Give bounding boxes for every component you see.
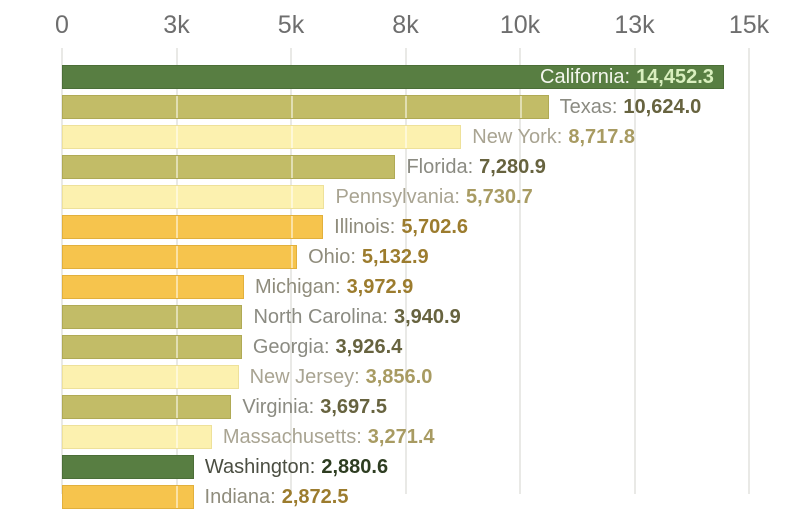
state-name-label: Washington: <box>204 456 316 478</box>
x-axis-tick-label: 5k <box>277 11 305 39</box>
gridline <box>175 48 178 494</box>
state-name-label: Virginia: <box>242 396 315 418</box>
gridline-overlay <box>405 126 407 148</box>
bar-chart: 0 3k 5k 8k 10k 13k 15k California: 14,452.3 Texa… <box>55 11 770 509</box>
gridline-overlay <box>290 96 293 118</box>
state-value-label: 3,697.5 <box>320 396 387 418</box>
bar-label-ohio: Ohio: 5,132.9 <box>308 245 429 269</box>
state-value-label: 5,702.6 <box>401 216 469 238</box>
gridline-overlay <box>290 186 293 208</box>
state-name-label: Michigan: <box>254 276 341 298</box>
state-name-label: North Carolina: <box>253 306 388 328</box>
bar-label-new-york: New York: 8,717.8 <box>472 125 635 149</box>
state-name-label: Massachusetts: <box>222 426 362 448</box>
gridline-overlay <box>176 186 178 208</box>
gridline-overlay <box>176 336 178 358</box>
bar-label-florida: Florida: 7,280.9 <box>406 155 545 179</box>
gridline-overlay <box>519 96 522 118</box>
gridline-overlay <box>176 96 178 118</box>
bar-pennsylvania[interactable] <box>62 185 325 209</box>
bar-michigan[interactable] <box>62 275 244 299</box>
bar-illinois[interactable] <box>62 215 324 239</box>
state-value-label: 5,132.9 <box>361 246 429 268</box>
gridline-overlay <box>290 216 293 238</box>
bar-label-massachusetts: Massachusetts: 3,271.4 <box>223 425 435 449</box>
gridline-overlay <box>176 486 178 508</box>
state-name-label: Florida: <box>406 156 474 178</box>
state-name-label: Georgia: <box>252 336 330 358</box>
bar-massachusetts[interactable] <box>62 425 212 449</box>
bar-label-new-jersey: New Jersey: 3,856.0 <box>250 365 433 389</box>
state-name-label: Pennsylvania: <box>335 186 460 208</box>
state-value-label: 7,280.9 <box>479 156 546 178</box>
bar-label-georgia: Georgia: 3,926.4 <box>253 335 402 359</box>
bar-label-michigan: Michigan: 3,972.9 <box>255 275 413 299</box>
state-value-label: 3,926.4 <box>335 336 403 358</box>
bar-label-indiana: Indiana: 2,872.5 <box>205 485 349 509</box>
gridline <box>748 48 750 494</box>
bar-california[interactable] <box>62 65 724 89</box>
state-value-label: 3,856.0 <box>365 366 433 388</box>
state-name-label: New Jersey: <box>249 366 360 388</box>
gridline-overlay <box>176 396 178 418</box>
bar-texas[interactable] <box>62 95 549 119</box>
state-value-label: 2,880.6 <box>321 456 389 478</box>
state-value-label: 3,940.9 <box>394 306 461 328</box>
bar-georgia[interactable] <box>62 335 242 359</box>
bar-indiana[interactable] <box>62 485 194 509</box>
state-value-label: 5,730.7 <box>465 186 533 208</box>
bar-ohio[interactable] <box>62 245 298 269</box>
gridline-overlay <box>405 96 407 118</box>
bar-label-north-carolina: North Carolina: 3,940.9 <box>253 305 460 329</box>
x-axis-tick-label: 10k <box>499 11 541 39</box>
bar-label-washington: Washington: 2,880.6 <box>205 455 388 479</box>
bar-washington[interactable] <box>62 455 194 479</box>
x-axis-tick-label: 15k <box>728 11 770 39</box>
gridline-overlay <box>176 126 178 148</box>
gridline-overlay <box>176 276 178 298</box>
x-axis-tick-label: 13k <box>614 11 655 39</box>
bar-florida[interactable] <box>62 155 396 179</box>
x-axis-tick-label: 0 <box>55 11 69 39</box>
state-value-label: 3,271.4 <box>367 426 435 448</box>
gridline-overlay <box>176 246 178 268</box>
gridline-overlay <box>176 306 178 328</box>
x-axis-tick-label: 8k <box>392 11 419 39</box>
bar-label-california: California: 14,452.3 <box>540 65 714 89</box>
state-value-label: 2,872.5 <box>281 486 349 508</box>
state-name-label: Indiana: <box>204 486 276 508</box>
gridline-overlay <box>290 126 293 148</box>
state-value-label: 10,624.0 <box>623 96 702 118</box>
bar-label-virginia: Virginia: 3,697.5 <box>242 395 387 419</box>
gridline-overlay <box>290 246 293 268</box>
x-axis-tick-label: 3k <box>163 11 190 39</box>
bar-virginia[interactable] <box>62 395 232 419</box>
bar-new-york[interactable] <box>62 125 462 149</box>
gridline-overlay <box>176 156 178 178</box>
state-value-label: 14,452.3 <box>636 66 714 88</box>
gridline-overlay <box>176 366 178 388</box>
gridline-overlay <box>176 216 178 238</box>
gridline-overlay <box>290 156 293 178</box>
state-name-label: California: <box>540 66 631 88</box>
bar-north-carolina[interactable] <box>62 305 243 329</box>
state-name-label: Ohio: <box>308 246 356 268</box>
bar-label-texas: Texas: 10,624.0 <box>560 95 702 119</box>
bar-new-jersey[interactable] <box>62 365 239 389</box>
state-value-label: 3,972.9 <box>346 276 414 298</box>
bar-label-illinois: Illinois: 5,702.6 <box>334 215 468 239</box>
state-name-label: New York: <box>472 126 563 148</box>
gridline <box>404 48 407 494</box>
gridline <box>633 48 636 494</box>
bar-label-pennsylvania: Pennsylvania: 5,730.7 <box>335 185 532 209</box>
gridline <box>61 48 63 494</box>
state-value-label: 8,717.8 <box>568 126 636 148</box>
gridline <box>519 48 521 494</box>
state-name-label: Illinois: <box>334 216 396 238</box>
gridline-overlay <box>176 426 178 448</box>
gridline <box>290 48 292 494</box>
state-name-label: Texas: <box>559 96 618 118</box>
